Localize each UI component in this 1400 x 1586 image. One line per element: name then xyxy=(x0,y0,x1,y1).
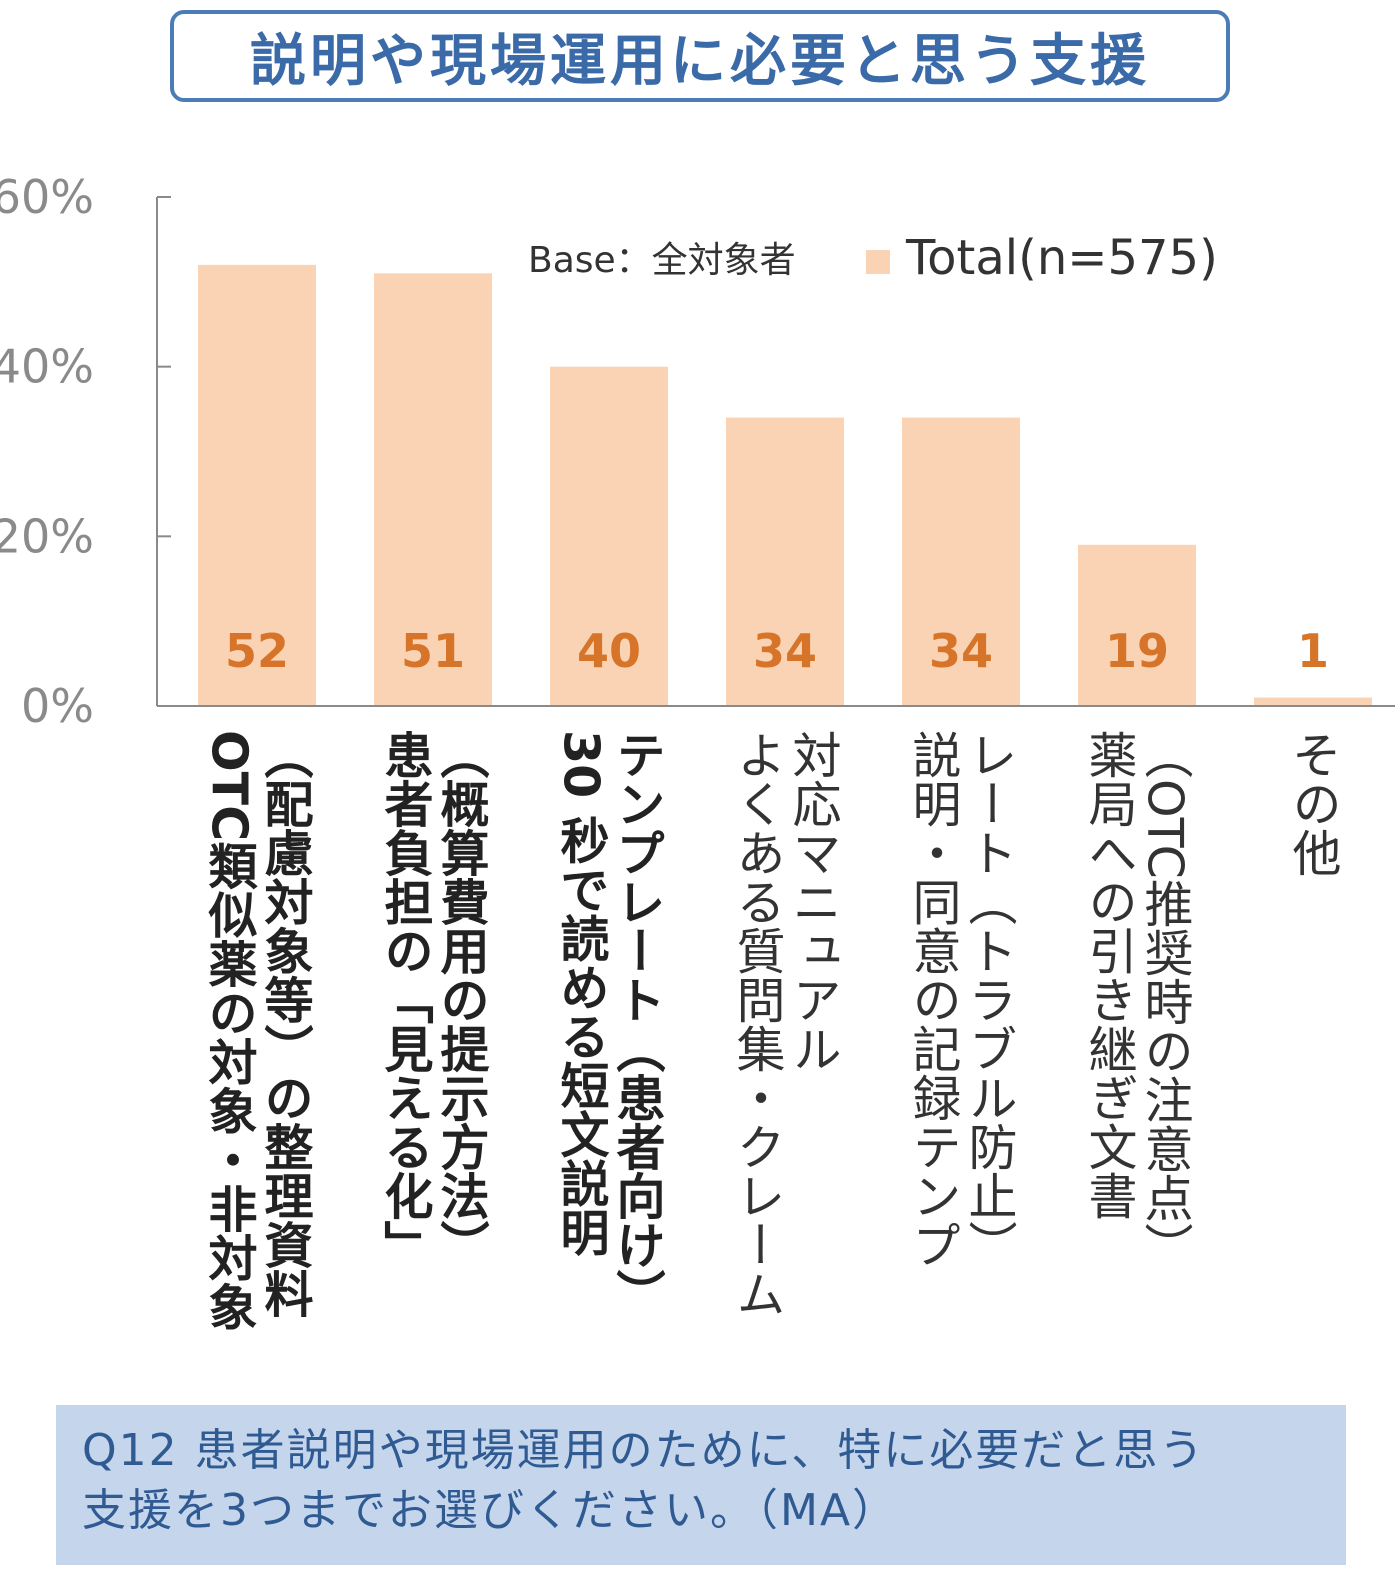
question-line-2: 支援を3つまでお選びください。（MA） xyxy=(82,1485,899,1536)
bar xyxy=(726,417,844,706)
chart-title: 説明や現場運用に必要と思う支援 xyxy=(250,28,1150,94)
bar-chart: 0% 20% 40% 60% 52 51 40 34 34 19 1 （配慮対象等）の整理資料OTC類… xyxy=(0,170,1395,1330)
category-label: OTC類似薬の対象・非対象 xyxy=(201,730,259,1330)
question-box: Q12 患者説明や現場運用のために、特に必要だと思う 支援を3つまでお選びくださ… xyxy=(56,1405,1346,1565)
bar xyxy=(1078,544,1196,706)
bar xyxy=(1254,697,1372,706)
y-tick-label: 40% xyxy=(0,340,94,394)
category-label: テンプレート（患者向け） xyxy=(609,730,666,1318)
bar xyxy=(902,417,1020,706)
bar xyxy=(374,273,492,706)
y-tick-label: 20% xyxy=(0,509,94,563)
bar-value-label: 51 xyxy=(401,624,465,678)
category-label: 対応マニュアル xyxy=(785,730,842,1073)
y-tick-label: 0% xyxy=(21,679,94,733)
bar-value-label: 34 xyxy=(929,624,993,678)
category-label: 患者負担の「見える化」 xyxy=(377,730,434,1269)
bar xyxy=(550,366,668,706)
category-label: よくある質問集・クレーム xyxy=(729,730,786,1318)
category-label: 薬局への引き継ぎ文書 xyxy=(1081,730,1138,1220)
bar-value-label: 1 xyxy=(1297,624,1329,678)
bar xyxy=(198,264,316,706)
question-line-1: Q12 患者説明や現場運用のために、特に必要だと思う xyxy=(82,1425,1206,1476)
category-label: レート（トラブル防止） xyxy=(961,730,1018,1269)
y-tick-label: 60% xyxy=(0,170,94,224)
category-label: 30 秒で読める短文説明 xyxy=(553,730,610,1257)
category-label: （配慮対象等）の整理資料 xyxy=(257,730,314,1318)
category-label: （概算費用の提示方法） xyxy=(433,730,490,1269)
title-box: 説明や現場運用に必要と思う支援 xyxy=(170,10,1230,102)
category-label: （OTC推奨時の注意点） xyxy=(1137,730,1194,1271)
legend-label: Total(n=575) xyxy=(905,230,1218,286)
category-label: 説明・同意の記録テンプ xyxy=(905,730,962,1269)
legend-swatch xyxy=(866,250,890,274)
bar-value-label: 40 xyxy=(577,624,641,678)
bar-value-label: 34 xyxy=(753,624,817,678)
base-note: Base：全対象者 xyxy=(528,240,796,281)
bar-value-label: 52 xyxy=(225,624,289,678)
category-label: その他 xyxy=(1285,730,1342,877)
bar-value-label: 19 xyxy=(1105,624,1169,678)
